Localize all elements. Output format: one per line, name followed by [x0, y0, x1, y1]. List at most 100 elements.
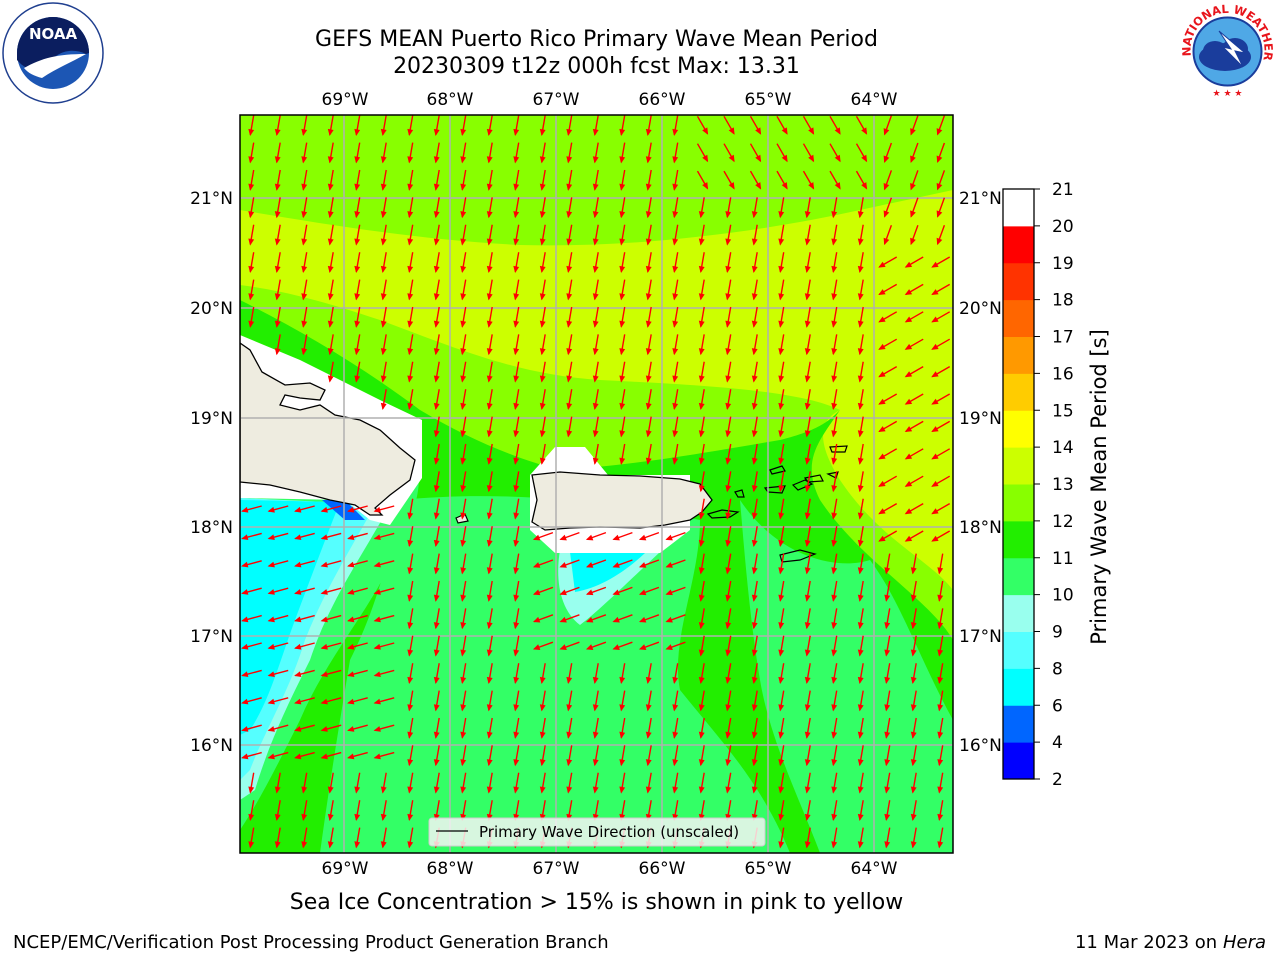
wave-direction-arrowhead [883, 128, 890, 136]
wave-direction-arrowhead [904, 289, 913, 296]
wave-direction-arrowhead [267, 698, 275, 705]
wave-direction-arrowhead [559, 589, 567, 596]
wave-direction-arrowhead [698, 211, 705, 219]
wave-direction-arrowhead [354, 265, 361, 274]
wave-direction-arrowhead [672, 704, 679, 712]
wave-direction-arrowhead [513, 786, 520, 794]
wave-direction-arrowhead [592, 704, 599, 712]
colorbar-tick-label: 4 [1052, 733, 1063, 753]
wave-direction-arrowhead [267, 561, 275, 568]
wave-direction-arrowhead [294, 506, 302, 513]
wave-direction-arrowhead [645, 238, 652, 246]
wave-direction-arrowhead [857, 485, 864, 493]
wave-direction-arrowhead [910, 594, 917, 602]
colorbar-segment [1003, 447, 1034, 485]
wave-direction-arrowhead [539, 457, 546, 465]
wave-direction-arrowhead [751, 348, 758, 356]
wave-direction-arrowhead [831, 402, 838, 411]
wave-direction-arrowhead [486, 320, 493, 328]
wave-direction-arrowhead [884, 704, 891, 712]
wave-direction-arrowhead [274, 348, 281, 356]
wave-direction-arrowhead [804, 704, 811, 712]
wave-direction-arrowhead [751, 320, 758, 328]
wave-direction-arrowhead [294, 698, 302, 705]
wave-direction-arrowhead [778, 348, 785, 356]
wave-direction-arrowhead [751, 430, 758, 438]
lat-label-20n: 20°N [959, 299, 1002, 319]
wave-direction-arrowhead [619, 676, 626, 685]
wave-direction-arrowhead [248, 183, 255, 191]
wave-direction-arrowhead [883, 155, 890, 163]
wave-direction-arrowhead [672, 156, 679, 164]
wave-direction-arrowhead [778, 539, 785, 548]
wave-direction-arrowhead [559, 562, 567, 568]
wave-direction-arrowhead [936, 237, 943, 246]
wave-direction-arrowhead [407, 293, 414, 301]
wave-direction-arrowhead [559, 534, 567, 541]
wave-direction-arrowhead [486, 402, 493, 411]
period-band-9-10 [240, 498, 660, 800]
wave-direction-arrowhead [804, 786, 811, 794]
wave-direction-arrowhead [407, 402, 414, 411]
wave-direction-arrowhead [698, 594, 705, 602]
wave-direction-arrowhead [532, 616, 541, 623]
colorbar-segment [1003, 299, 1034, 337]
wave-direction-arrowhead [910, 237, 916, 246]
wave-direction-arrowhead [936, 182, 943, 191]
wave-direction-arrowhead [294, 726, 302, 732]
wave-direction-arrowhead [320, 726, 328, 732]
wave-direction-arrowhead [751, 211, 758, 219]
colorbar-tick-label: 21 [1052, 180, 1074, 200]
wave-direction-arrowhead [327, 293, 334, 301]
wave-direction-arrowhead [460, 594, 467, 602]
wave-direction-arrowhead [751, 293, 758, 301]
wave-direction-arrowhead [672, 348, 679, 356]
wave-direction-arrowhead [592, 457, 599, 465]
wave-direction-arrowhead [751, 759, 758, 767]
wave-direction-arrowhead [781, 154, 788, 163]
wave-direction-arrowhead [407, 128, 414, 137]
wave-direction-arrowhead [301, 211, 308, 219]
period-band-10-11 [240, 395, 953, 853]
wave-direction-arrowhead [433, 211, 440, 219]
wave-direction-arrowhead [857, 348, 864, 356]
wave-direction-arrowhead [857, 649, 864, 657]
wave-direction-arrowhead [725, 375, 732, 383]
wave-direction-arrowhead [702, 127, 709, 135]
wave-direction-arrowhead [460, 348, 467, 356]
wave-direction-arrowhead [433, 567, 440, 575]
wave-direction-arrowhead [638, 589, 647, 596]
wave-direction-arrowhead [320, 589, 328, 595]
wave-direction-arrowhead [665, 644, 673, 650]
lat-label-19n: 19°N [959, 409, 1002, 429]
colorbar-tick-label: 10 [1052, 586, 1074, 606]
wave-direction-arrowhead [831, 567, 838, 575]
wave-direction-arrowhead [380, 128, 387, 137]
wave-direction-arrowhead [857, 786, 864, 794]
wave-direction-arrowhead [241, 753, 249, 760]
wave-direction-arrowhead [804, 375, 811, 383]
wave-direction-arrowhead [755, 182, 762, 190]
wave-direction-arrowhead [407, 348, 414, 356]
wave-direction-arrowhead [857, 676, 864, 685]
wave-direction-arrowhead [831, 786, 838, 794]
wave-direction-arrowhead [751, 704, 758, 712]
wave-direction-arrowhead [672, 731, 679, 739]
wave-direction-arrowhead [513, 348, 520, 356]
wave-direction-arrowhead [486, 156, 493, 164]
wave-direction-arrowhead [645, 293, 652, 301]
wave-direction-arrowhead [937, 731, 944, 739]
wave-direction-arrowhead [725, 704, 732, 712]
wave-direction-arrowhead [672, 375, 679, 383]
wave-direction-arrowhead [904, 398, 913, 405]
wave-direction-arrowhead [354, 293, 361, 301]
wave-direction-arrowhead [778, 676, 785, 685]
wave-direction-arrowhead [320, 643, 328, 650]
wave-direction-arrowhead [931, 453, 939, 460]
wave-direction-arrowhead [857, 813, 864, 822]
wave-direction-arrowhead [433, 430, 440, 438]
lon-label-66w: 66°W [639, 90, 686, 110]
lat-label-17n: 17°N [190, 627, 233, 647]
wave-direction-arrowhead [513, 759, 520, 767]
wave-direction-arrowhead [592, 183, 599, 191]
